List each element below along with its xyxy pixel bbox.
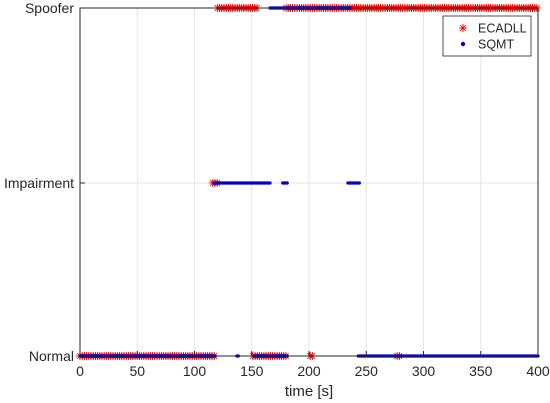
x-tick-label: 200 [297, 363, 321, 379]
grid-lines [79, 7, 539, 357]
legend-label: ECADLL [478, 22, 527, 36]
legend-marker-dot [460, 41, 466, 47]
x-tick-label: 300 [412, 363, 436, 379]
series-ecadll [76, 4, 541, 360]
legend: ECADLL SQMT [442, 15, 532, 57]
x-tick-label: 150 [240, 363, 264, 379]
x-axis-ticks: 0 50 100 150 200 250 300 350 400 [76, 351, 550, 379]
legend-label: SQMT [478, 38, 514, 52]
x-tick-label: 0 [76, 363, 84, 379]
x-tick-label: 400 [526, 363, 550, 379]
x-axis-label: time [s] [285, 383, 333, 400]
x-tick-label: 250 [355, 363, 379, 379]
y-tick-label-spoofer: Spoofer [25, 0, 74, 16]
x-tick-label: 350 [469, 363, 493, 379]
y-tick-label-impairment: Impairment [4, 175, 74, 191]
y-axis-ticks: Normal Impairment Spoofer [4, 0, 85, 364]
x-tick-label: 50 [129, 363, 145, 379]
x-tick-label: 100 [183, 363, 207, 379]
legend-marker-asterisk [459, 24, 467, 32]
y-tick-label-normal: Normal [29, 348, 74, 364]
data-layer [76, 4, 541, 360]
legend-box [442, 15, 532, 57]
